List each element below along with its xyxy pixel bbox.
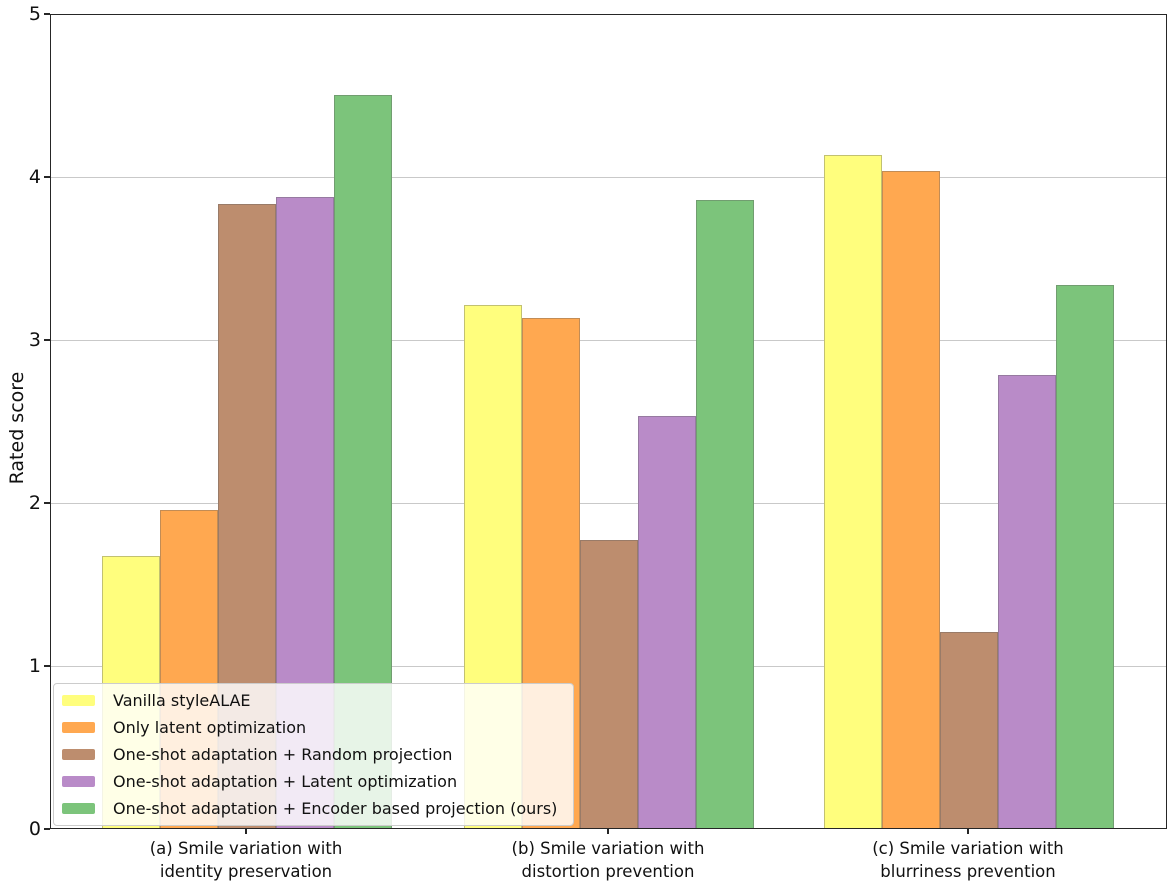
x-tick-label-0-line2: identity preservation <box>159 862 333 881</box>
legend: Vanilla styleALAE Only latent optimizatio… <box>53 683 575 826</box>
x-tick-label-2-line2: blurriness prevention <box>880 862 1056 881</box>
legend-item-2: One-shot adaptation + Random projection <box>62 741 557 768</box>
legend-label-0: Vanilla styleALAE <box>113 691 251 710</box>
legend-label-3: One-shot adaptation + Latent optimizatio… <box>113 772 458 791</box>
y-tick-mark-5 <box>44 13 50 15</box>
bar-series2-group2 <box>940 632 998 828</box>
x-tick-label-2-line1: (c) Smile variation with <box>872 839 1064 858</box>
legend-swatch-4 <box>62 803 95 814</box>
x-tick-label-1-line2: distortion prevention <box>521 862 695 881</box>
y-tick-label-4: 4 <box>28 165 41 188</box>
bar-series2-group1 <box>580 539 638 828</box>
bar-series3-group2 <box>998 374 1056 828</box>
y-tick-label-3: 3 <box>28 328 41 351</box>
legend-swatch-0 <box>62 695 95 706</box>
y-tick-mark-4 <box>44 176 50 178</box>
y-tick-mark-0 <box>44 828 50 830</box>
bar-series3-group1 <box>638 415 696 828</box>
legend-item-1: Only latent optimization <box>62 714 557 741</box>
x-tick-label-0: (a) Smile variation with identity preserv… <box>86 837 406 883</box>
y-tick-mark-1 <box>44 665 50 667</box>
y-tick-label-5: 5 <box>28 2 41 25</box>
y-tick-label-1: 1 <box>28 654 41 677</box>
x-tick-label-1-line1: (b) Smile variation with <box>511 839 705 858</box>
legend-item-0: Vanilla styleALAE <box>62 687 557 714</box>
legend-label-1: Only latent optimization <box>113 718 307 737</box>
y-tick-label-0: 0 <box>28 817 41 840</box>
legend-item-4: One-shot adaptation + Encoder based proj… <box>62 795 557 822</box>
legend-swatch-3 <box>62 776 95 787</box>
bar-series1-group2 <box>882 171 940 828</box>
y-tick-label-2: 2 <box>28 491 41 514</box>
y-tick-mark-2 <box>44 502 50 504</box>
x-tick-label-2: (c) Smile variation with blurriness preve… <box>808 837 1128 883</box>
x-tick-mark-1 <box>607 829 609 834</box>
bar-series4-group2 <box>1056 285 1114 828</box>
gridline-y-2 <box>51 502 1166 504</box>
plot-area: Vanilla styleALAE Only latent optimizatio… <box>50 14 1167 829</box>
y-axis-title: Rated score <box>6 371 28 485</box>
x-tick-label-0-line1: (a) Smile variation with <box>149 839 343 858</box>
y-tick-mark-3 <box>44 339 50 341</box>
legend-item-3: One-shot adaptation + Latent optimizatio… <box>62 768 557 795</box>
legend-label-4: One-shot adaptation + Encoder based proj… <box>113 799 558 818</box>
legend-label-2: One-shot adaptation + Random projection <box>113 745 453 764</box>
x-tick-label-1: (b) Smile variation with distortion preve… <box>448 837 768 883</box>
legend-swatch-2 <box>62 749 95 760</box>
bar-series0-group2 <box>824 154 882 828</box>
bar-series4-group1 <box>696 200 754 828</box>
legend-swatch-1 <box>62 722 95 733</box>
x-tick-mark-0 <box>245 829 247 834</box>
gridline-y-4 <box>51 176 1166 178</box>
x-tick-mark-2 <box>967 829 969 834</box>
gridline-y-3 <box>51 339 1166 341</box>
